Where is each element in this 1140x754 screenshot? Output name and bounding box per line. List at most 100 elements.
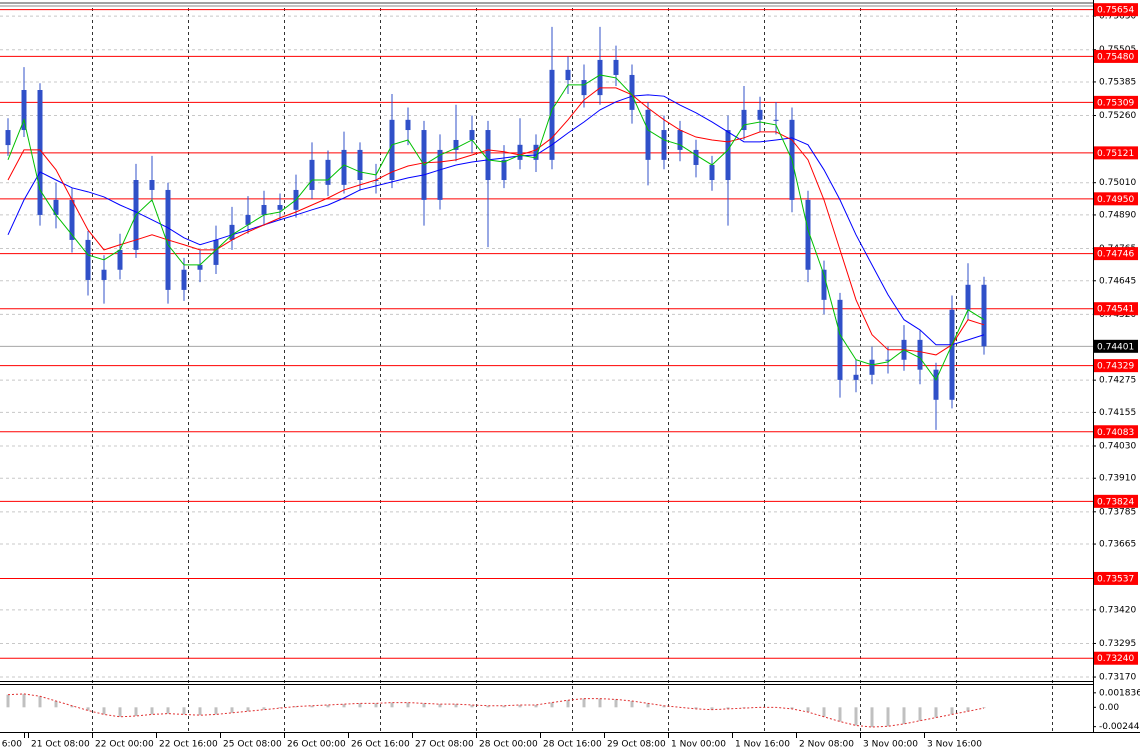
oscillator-bar xyxy=(294,706,298,708)
oscillator-bar xyxy=(982,707,986,709)
level-label-box xyxy=(1094,49,1138,63)
y-tick-label: 0.74030 xyxy=(1099,441,1136,451)
candle-body xyxy=(357,149,363,181)
candle-body xyxy=(117,249,123,270)
candle-body xyxy=(853,374,859,380)
candle-body xyxy=(677,130,683,150)
oscillator-bar xyxy=(598,698,602,708)
oscillator-bar xyxy=(166,707,170,714)
candle-body xyxy=(5,130,11,146)
level-label-box xyxy=(1094,571,1138,585)
oscillator-bar xyxy=(630,701,634,708)
level-label-box xyxy=(1094,192,1138,206)
oscillator-bar xyxy=(806,707,810,713)
oscillator-bar xyxy=(550,702,554,708)
y-tick-label: 0.73420 xyxy=(1099,605,1136,615)
candle-body xyxy=(261,204,267,215)
oscillator-bar xyxy=(918,707,922,721)
candle-body xyxy=(245,214,251,225)
average-line xyxy=(7,87,985,356)
candle-body xyxy=(517,144,523,160)
x-tick-label: 1 Nov 16:00 xyxy=(735,740,790,750)
level-label-box xyxy=(1094,425,1138,439)
oscillator-bar xyxy=(470,704,474,708)
x-tick-label: 27 Oct 08:00 xyxy=(415,740,474,750)
x-tick-label: 26 Oct 16:00 xyxy=(351,740,410,750)
candle-body xyxy=(53,199,59,215)
candle-body xyxy=(565,69,571,81)
candle-body xyxy=(181,269,187,290)
level-label: 0.74746 xyxy=(1097,250,1134,260)
oscillator-bar xyxy=(310,705,314,708)
level-label: 0.73824 xyxy=(1097,497,1134,507)
y-tick-label: 0.75630 xyxy=(1099,12,1136,22)
oscillator-bar xyxy=(710,707,714,710)
oscillator-bar xyxy=(182,707,186,715)
candle-body xyxy=(389,119,395,181)
oscillator-bar xyxy=(150,707,154,715)
oscillator-bar xyxy=(262,707,266,710)
candle-body xyxy=(837,299,843,380)
oscillator-bar xyxy=(662,705,666,708)
oscillator-bar xyxy=(454,704,458,708)
oscillator-bar xyxy=(134,707,138,716)
y-tick-label: 0.73910 xyxy=(1099,474,1136,484)
level-label-box xyxy=(1094,302,1138,316)
candle-body xyxy=(597,59,603,96)
candle-body xyxy=(469,130,475,140)
candle-body xyxy=(725,130,731,181)
candle-body xyxy=(549,69,555,160)
x-tick-label: 29 Oct 08:00 xyxy=(607,740,666,750)
y-tick-label: 0.73170 xyxy=(1099,673,1136,683)
candle-body xyxy=(501,159,507,181)
oscillator-bar xyxy=(86,707,90,711)
x-tick-label: 26 Oct 00:00 xyxy=(287,740,346,750)
oscillator-bar xyxy=(646,703,650,708)
oscillator-tick-label: -0.002449 xyxy=(1099,722,1140,732)
oscillator-bar xyxy=(422,703,426,708)
oscillator-bar xyxy=(726,707,730,709)
oscillator-bar xyxy=(854,707,858,726)
oscillator-bar xyxy=(534,704,538,708)
candle-body xyxy=(149,180,155,190)
level-label: 0.74950 xyxy=(1097,195,1134,205)
level-label-box xyxy=(1094,359,1138,373)
level-label-box xyxy=(1094,146,1138,160)
candle-body xyxy=(437,149,443,200)
candle-body xyxy=(757,109,763,120)
oscillator-bar xyxy=(886,707,890,727)
candle-body xyxy=(213,239,219,265)
oscillator-bar xyxy=(102,707,106,715)
oscillator-bar xyxy=(950,707,954,715)
candle-body xyxy=(69,199,75,240)
candle-body xyxy=(533,144,539,160)
candle-body xyxy=(965,284,971,310)
y-tick-label: 0.75385 xyxy=(1099,77,1136,87)
oscillator-bar xyxy=(582,698,586,708)
x-tick-label: 28 Oct 16:00 xyxy=(543,740,602,750)
x-tick-label: 22 Oct 00:00 xyxy=(95,740,154,750)
oscillator-tick-label: 0.001836 xyxy=(1099,688,1140,698)
level-label-box xyxy=(1094,95,1138,109)
candle-body xyxy=(629,74,635,110)
y-tick-label: 0.74645 xyxy=(1099,276,1136,286)
oscillator-bar xyxy=(6,694,10,708)
candle-body xyxy=(21,90,27,131)
y-tick-label: 0.73785 xyxy=(1099,507,1136,517)
oscillator-bar xyxy=(358,703,362,708)
candle-body xyxy=(885,359,891,361)
last-price-box xyxy=(1094,339,1138,353)
oscillator-bar xyxy=(374,703,378,708)
y-tick-label: 0.75260 xyxy=(1099,111,1136,121)
candle-body xyxy=(341,149,347,185)
level-label: 0.75654 xyxy=(1097,6,1134,16)
level-label: 0.75121 xyxy=(1097,149,1134,159)
oscillator-bar xyxy=(502,705,506,708)
level-label: 0.75480 xyxy=(1097,52,1134,62)
level-label: 0.73240 xyxy=(1097,654,1134,664)
oscillator-bar xyxy=(230,707,234,713)
level-label-box xyxy=(1094,247,1138,261)
x-tick-label: 3 Nov 16:00 xyxy=(927,740,982,750)
candle-body xyxy=(645,109,651,160)
oscillator-bar xyxy=(438,704,442,708)
